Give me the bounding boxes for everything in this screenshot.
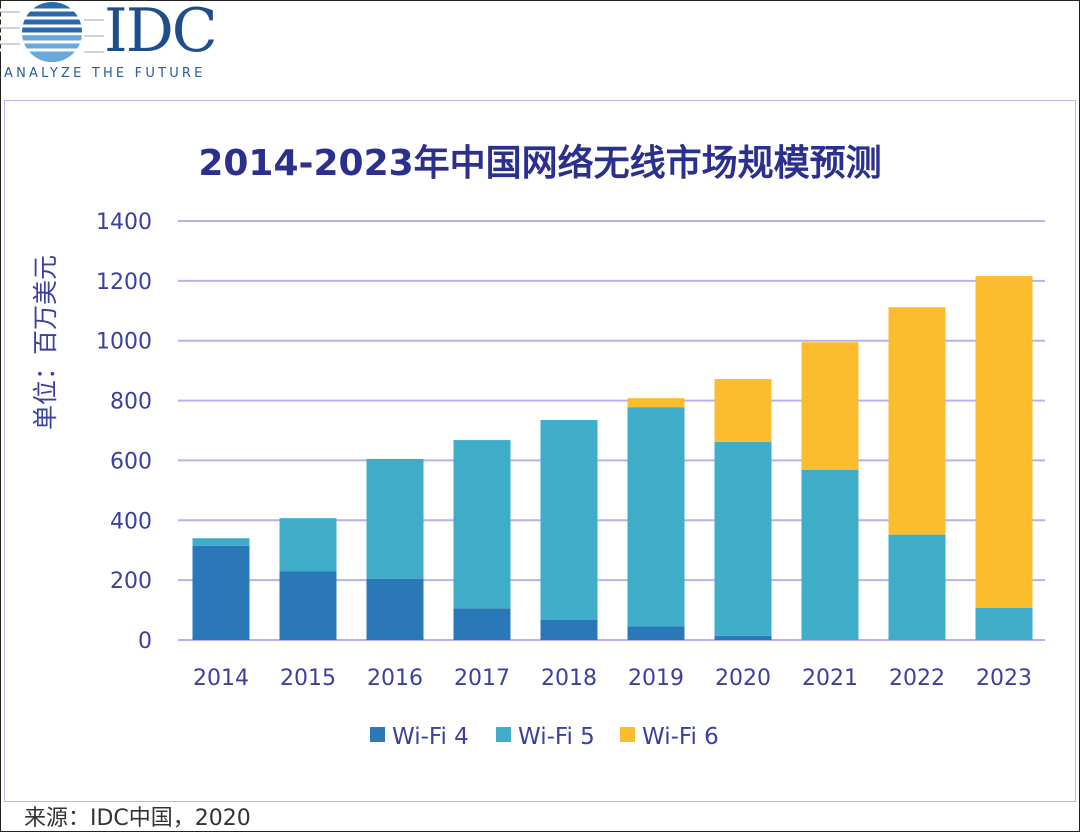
legend-label: Wi-Fi 5 — [518, 724, 595, 750]
x-tick-label: 2020 — [715, 666, 771, 691]
bar-segment-wi-fi-5 — [801, 470, 859, 640]
x-tick-label: 2014 — [193, 666, 249, 691]
chart-panel — [4, 100, 1076, 802]
bar-segment-wi-fi-4 — [366, 578, 424, 640]
bar-segment-wi-fi-4 — [453, 608, 511, 640]
bar-segment-wi-fi-6 — [801, 342, 859, 471]
logo-tagline: ANALYZE THE FUTURE — [4, 66, 206, 81]
bar-segment-wi-fi-5 — [192, 538, 250, 546]
globe-logo-icon — [0, 2, 104, 62]
bar-segment-wi-fi-5 — [888, 534, 946, 640]
x-tick-label: 2022 — [889, 666, 945, 691]
logo-wordmark: IDC — [104, 0, 218, 66]
bar-segment-wi-fi-5 — [975, 607, 1033, 640]
y-tick-label: 200 — [110, 569, 152, 594]
bar-segment-wi-fi-5 — [714, 441, 772, 636]
bar-segment-wi-fi-4 — [279, 571, 337, 640]
x-tick-label: 2015 — [280, 666, 336, 691]
legend-swatch — [496, 727, 511, 742]
y-tick-label: 800 — [110, 390, 152, 415]
y-tick-label: 1400 — [96, 210, 152, 235]
bar-segment-wi-fi-4 — [192, 545, 250, 640]
bar-segment-wi-fi-5 — [279, 518, 337, 572]
x-tick-label: 2018 — [541, 666, 597, 691]
x-tick-label: 2016 — [367, 666, 423, 691]
x-tick-label: 2021 — [802, 666, 858, 691]
legend-swatch — [620, 727, 635, 742]
bar-segment-wi-fi-6 — [888, 307, 946, 535]
source-note: 来源：IDC中国，2020 — [24, 806, 251, 831]
bar-segment-wi-fi-5 — [627, 407, 685, 627]
y-tick-label: 1000 — [96, 330, 152, 355]
bar-segment-wi-fi-6 — [975, 276, 1033, 608]
legend-swatch — [370, 727, 385, 742]
bar-segment-wi-fi-4 — [627, 626, 685, 640]
x-tick-label: 2017 — [454, 666, 510, 691]
x-tick-label: 2023 — [976, 666, 1032, 691]
bar-segment-wi-fi-4 — [540, 619, 598, 640]
y-tick-label: 600 — [110, 449, 152, 474]
y-tick-label: 0 — [138, 629, 152, 654]
bar-segment-wi-fi-6 — [627, 398, 685, 408]
bar-segment-wi-fi-4 — [714, 635, 772, 640]
y-tick-label: 1200 — [96, 270, 152, 295]
legend-label: Wi-Fi 4 — [392, 724, 469, 750]
x-tick-label: 2019 — [628, 666, 684, 691]
idc-logo: IDC ANALYZE THE FUTURE — [0, 0, 240, 90]
legend-label: Wi-Fi 6 — [642, 724, 719, 750]
bar-segment-wi-fi-6 — [714, 379, 772, 442]
y-tick-label: 400 — [110, 509, 152, 534]
bar-segment-wi-fi-5 — [366, 458, 424, 579]
bar-segment-wi-fi-5 — [453, 440, 511, 609]
chart-title: 2014-2023年中国网络无线市场规模预测 — [198, 143, 882, 184]
bar-segment-wi-fi-5 — [540, 420, 598, 620]
